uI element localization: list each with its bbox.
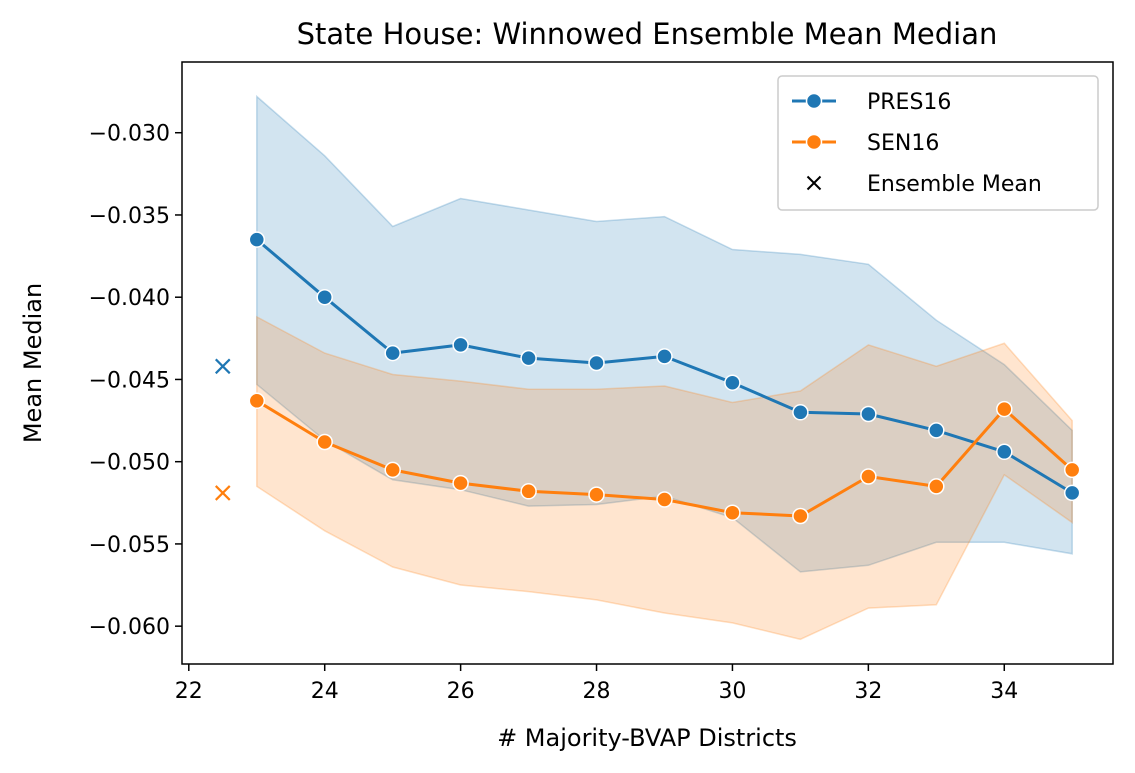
confidence-bands bbox=[256, 94, 1073, 641]
ensemble-mean-markers bbox=[214, 358, 231, 501]
y-tick-label: −0.045 bbox=[89, 368, 170, 393]
x-tick-label: 24 bbox=[311, 679, 339, 704]
sen16-point bbox=[588, 486, 605, 503]
x-tick-label: 22 bbox=[175, 679, 203, 704]
series-points bbox=[248, 231, 1081, 525]
sen16-point bbox=[384, 461, 401, 479]
sen16-point bbox=[656, 491, 673, 508]
sen16-point bbox=[520, 483, 537, 500]
y-tick-label: −0.040 bbox=[89, 286, 170, 311]
pres16-point bbox=[656, 348, 673, 365]
y-tick-label: −0.050 bbox=[89, 451, 170, 476]
legend: PRES16 SEN16 Ensemble Mean bbox=[777, 75, 1099, 211]
x-tick-label: 34 bbox=[990, 679, 1018, 704]
legend-sen16-label: SEN16 bbox=[867, 131, 939, 156]
legend-sen16-marker bbox=[805, 133, 823, 151]
y-axis-label: Mean Median bbox=[19, 283, 47, 443]
pres16-point bbox=[928, 422, 945, 439]
sen16-point bbox=[452, 474, 469, 492]
plot-frame bbox=[181, 61, 1114, 665]
pres16-point bbox=[792, 404, 809, 421]
y-tick-label: −0.035 bbox=[89, 204, 170, 229]
pres16-band bbox=[256, 94, 1073, 573]
x-tick-label: 32 bbox=[854, 679, 882, 704]
pres16-point bbox=[996, 443, 1013, 461]
sen16-point bbox=[996, 400, 1013, 418]
y-tick-label: −0.055 bbox=[89, 533, 170, 558]
sen16-band bbox=[256, 315, 1073, 641]
y-axis-ticks: −0.030 −0.035 −0.040 −0.045 −0.050 −0.055 −0.0… bbox=[89, 122, 182, 640]
legend-pres16-label: PRES16 bbox=[867, 90, 951, 115]
sen16-point bbox=[316, 433, 333, 451]
pres16-point bbox=[316, 288, 333, 306]
pres16-point bbox=[588, 354, 605, 372]
y-tick-label: −0.060 bbox=[89, 615, 170, 640]
x-tick-label: 30 bbox=[718, 679, 746, 704]
pres16-point bbox=[860, 405, 877, 423]
pres16-point bbox=[1063, 484, 1081, 502]
sen16-point bbox=[860, 468, 877, 485]
chart-title: State House: Winnowed Ensemble Mean Medi… bbox=[297, 17, 998, 51]
x-tick-label: 28 bbox=[583, 679, 611, 704]
sen16-point bbox=[724, 504, 741, 521]
x-axis-label: # Majority-BVAP Districts bbox=[497, 724, 797, 752]
legend-ensemble-mean-marker bbox=[806, 175, 822, 191]
legend-ensemble-mean-label: Ensemble Mean bbox=[867, 172, 1042, 197]
legend-pres16-marker bbox=[805, 92, 823, 110]
pres16-point bbox=[452, 336, 469, 354]
pres16-point bbox=[248, 231, 266, 248]
sen16-point bbox=[248, 392, 266, 410]
sen16-point bbox=[792, 507, 809, 525]
pres16-ensemble-mean-marker bbox=[214, 358, 231, 375]
sen16-ensemble-mean-marker bbox=[214, 485, 231, 501]
y-tick-label: −0.030 bbox=[89, 122, 170, 147]
x-tick-label: 26 bbox=[447, 679, 475, 704]
legend-box bbox=[777, 75, 1099, 211]
pres16-point bbox=[520, 349, 537, 367]
pres16-point bbox=[384, 344, 401, 362]
pres16-point bbox=[724, 374, 741, 391]
x-axis-ticks: 22 24 26 28 30 32 34 bbox=[175, 664, 1018, 704]
sen16-point bbox=[1063, 461, 1081, 479]
sen16-point bbox=[928, 478, 945, 495]
